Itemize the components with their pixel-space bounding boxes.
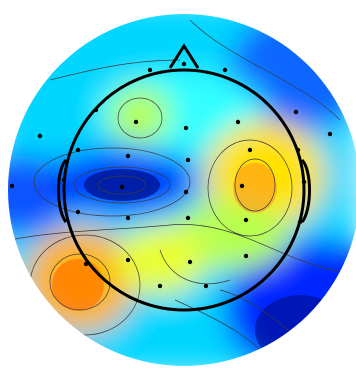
electrode-marker [243,217,249,223]
nose-icon [168,43,200,69]
electrode-marker [83,261,89,267]
electrode-marker [133,119,139,125]
electrode-marker [75,209,81,215]
electrode-marker [183,125,189,131]
electrode-marker [125,257,131,263]
electrode-marker [147,67,153,73]
electrode-marker [157,283,163,289]
head-outline [57,43,311,312]
electrode-marker [185,215,191,221]
electrode-marker [125,215,131,221]
electrode-marker [183,189,189,195]
electrode-marker [75,147,81,153]
electrode-marker [93,107,99,113]
electrode-markers [9,61,333,289]
electrode-marker [9,183,15,189]
electrode-marker [243,253,249,259]
electrode-marker [61,177,67,183]
electrode-marker [247,147,253,153]
electrode-marker [295,147,301,153]
electrode-marker [187,259,193,265]
contour-lines [9,19,356,366]
electrode-marker [37,133,43,139]
electrode-marker [125,153,131,159]
electrode-marker [327,131,333,137]
left-ear-icon [57,158,68,223]
right-ear-icon [300,158,311,223]
electrode-marker [181,61,187,67]
electrode-marker [222,67,228,73]
head-circle [62,68,306,312]
electrode-marker [119,184,125,190]
electrode-marker [203,283,209,289]
electrode-marker [293,109,299,115]
electrode-marker [235,119,241,125]
electrode-marker [297,219,303,225]
electrode-marker [301,179,307,185]
electrode-marker [239,183,245,189]
electrode-marker [185,157,191,163]
